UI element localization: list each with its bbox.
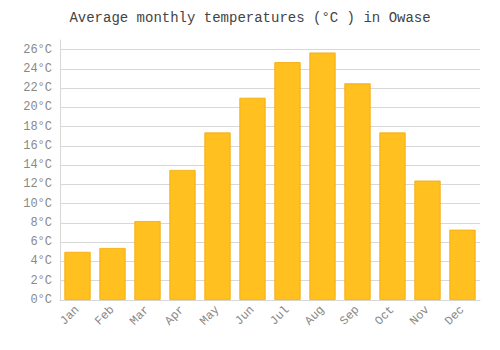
svg-text:8°C: 8°C bbox=[30, 216, 52, 230]
svg-text:Aug: Aug bbox=[302, 303, 327, 328]
svg-text:Sep: Sep bbox=[337, 303, 362, 328]
svg-text:2°C: 2°C bbox=[30, 274, 52, 288]
svg-text:12°C: 12°C bbox=[23, 177, 52, 191]
svg-text:Average monthly temperatures (: Average monthly temperatures (°C ) in Ow… bbox=[69, 10, 430, 26]
svg-text:20°C: 20°C bbox=[23, 100, 52, 114]
svg-text:Apr: Apr bbox=[162, 303, 187, 328]
svg-text:Feb: Feb bbox=[92, 303, 117, 328]
svg-text:6°C: 6°C bbox=[30, 235, 52, 249]
svg-text:16°C: 16°C bbox=[23, 139, 52, 153]
svg-text:Oct: Oct bbox=[372, 303, 397, 328]
svg-text:14°C: 14°C bbox=[23, 158, 52, 172]
svg-text:26°C: 26°C bbox=[23, 43, 52, 57]
svg-text:Jun: Jun bbox=[232, 303, 257, 328]
svg-text:Jul: Jul bbox=[267, 303, 292, 328]
svg-text:10°C: 10°C bbox=[23, 197, 52, 211]
svg-text:Mar: Mar bbox=[127, 303, 152, 328]
svg-text:May: May bbox=[197, 303, 222, 328]
svg-text:18°C: 18°C bbox=[23, 120, 52, 134]
svg-text:24°C: 24°C bbox=[23, 62, 52, 76]
svg-text:4°C: 4°C bbox=[30, 254, 52, 268]
svg-text:Nov: Nov bbox=[407, 303, 432, 328]
svg-text:Jan: Jan bbox=[57, 303, 82, 328]
svg-text:Dec: Dec bbox=[442, 303, 467, 328]
svg-text:0°C: 0°C bbox=[30, 293, 52, 307]
svg-text:22°C: 22°C bbox=[23, 81, 52, 95]
